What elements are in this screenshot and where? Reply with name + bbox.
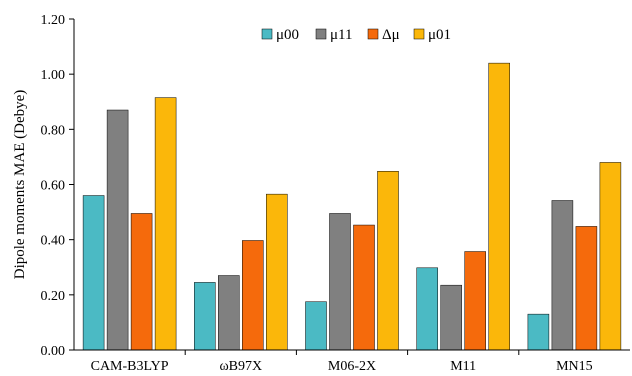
bar-1-0 — [194, 282, 216, 351]
bar-3-0 — [416, 267, 438, 351]
bar-0-3 — [154, 97, 177, 351]
bar-0-2 — [130, 213, 153, 351]
legend-label: μ00 — [276, 27, 299, 43]
bar-2-1 — [329, 213, 351, 351]
y-tick-label: 0.00 — [41, 344, 66, 359]
y-axis-title: Dipole moments MAE (Debye) — [12, 90, 28, 280]
bar-2-2 — [353, 224, 375, 351]
bar-4-2 — [575, 226, 598, 351]
bar-3-3 — [488, 62, 510, 351]
bar-2-3 — [377, 171, 399, 351]
bar-1-3 — [266, 193, 288, 351]
y-tick-label: 1.00 — [41, 68, 66, 83]
x-tick-label: M06-2X — [328, 359, 376, 374]
x-tick-label: ωB97X — [219, 359, 262, 374]
bar-4-3 — [599, 162, 622, 351]
legend: μ00 μ11 Δμ μ01 — [261, 27, 451, 43]
legend-swatch — [261, 28, 273, 40]
legend-swatch — [367, 28, 379, 40]
bar-4-0 — [527, 313, 550, 351]
legend-swatch — [315, 28, 327, 40]
legend-label: μ01 — [428, 27, 451, 43]
bar-0-1 — [106, 109, 129, 351]
bar-1-1 — [218, 275, 240, 351]
legend-label: μ11 — [330, 27, 353, 43]
y-tick-label: 0.80 — [41, 123, 66, 138]
legend-label: Δμ — [382, 27, 400, 43]
y-tick-label: 0.40 — [41, 234, 66, 249]
x-tick-label: M11 — [450, 359, 476, 374]
bar-3-2 — [464, 251, 486, 351]
bar-0-0 — [82, 195, 105, 351]
bar-2-0 — [305, 301, 327, 351]
x-tick-label: CAM-B3LYP — [91, 359, 169, 374]
bar-4-1 — [551, 200, 574, 351]
y-tick-label: 0.60 — [41, 179, 66, 194]
y-tick-label: 0.20 — [41, 289, 66, 304]
legend-swatch — [413, 28, 425, 40]
x-tick-label: MN15 — [556, 359, 593, 374]
bars — [82, 62, 622, 351]
bar-3-1 — [440, 284, 462, 351]
y-axis-ticks: 0.00 0.20 0.40 0.60 0.80 1.00 1.20 — [41, 13, 74, 359]
x-axis-ticks: CAM-B3LYP ωB97X M06-2X M11 MN15 — [91, 350, 593, 374]
y-tick-label: 1.20 — [41, 13, 66, 28]
bar-1-2 — [242, 240, 264, 351]
